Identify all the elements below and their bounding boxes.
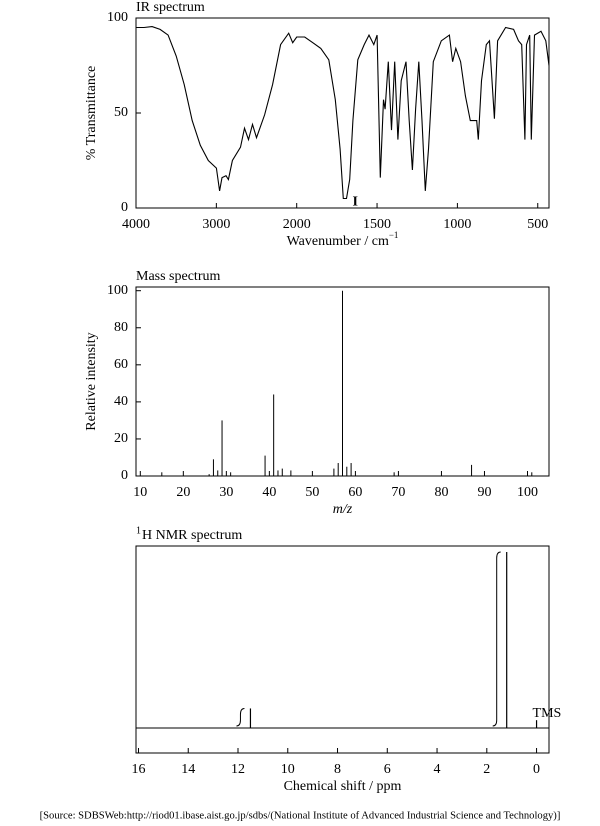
x-tick-label: 40	[262, 485, 276, 500]
x-axis-label: m/z	[333, 502, 353, 517]
y-tick-label: 60	[114, 357, 128, 372]
x-tick-label: 2000	[283, 217, 311, 232]
y-tick-label: 0	[121, 200, 128, 215]
spectrum-line	[136, 26, 550, 200]
y-tick-label: 40	[114, 394, 128, 409]
integral-curve	[236, 707, 245, 727]
x-tick-label: 90	[477, 485, 491, 500]
source-note: [Source: SDBSWeb:http://riod01.ibase.ais…	[40, 810, 561, 821]
x-tick-label: 60	[348, 485, 362, 500]
chart-title: IR spectrum	[136, 0, 205, 15]
x-tick-label: 10	[281, 762, 295, 777]
x-axis-label-superscript: −1	[389, 230, 399, 240]
x-axis-label-text: Wavenumber / cm	[287, 234, 389, 249]
annotation: TMS	[533, 706, 562, 721]
annotation: I	[353, 195, 358, 210]
chart-title-superscript: 1	[136, 525, 141, 536]
x-tick-label: 100	[517, 485, 538, 500]
x-axis-label: Wavenumber / cm−1	[287, 230, 399, 249]
x-axis-label-text: Chemical shift / ppm	[284, 779, 402, 794]
x-tick-label: 10	[133, 485, 147, 500]
y-tick-label: 0	[121, 468, 128, 483]
integral-curve	[492, 551, 501, 727]
y-axis-label: % Transmittance	[84, 66, 99, 161]
chart-title: H NMR spectrum	[142, 528, 242, 543]
y-tick-label: 20	[114, 431, 128, 446]
y-tick-label: 50	[114, 105, 128, 120]
x-tick-label: 500	[527, 217, 548, 232]
x-tick-label: 4000	[122, 217, 150, 232]
x-tick-label: 50	[305, 485, 319, 500]
x-tick-label: 1000	[443, 217, 471, 232]
x-tick-label: 4	[434, 762, 441, 777]
x-tick-label: 30	[219, 485, 233, 500]
y-axis-label: Relative intensity	[84, 332, 99, 430]
y-tick-label: 100	[107, 10, 128, 25]
x-axis-label: Chemical shift / ppm	[284, 779, 402, 794]
x-tick-label: 1500	[363, 217, 391, 232]
x-tick-label: 20	[176, 485, 190, 500]
x-tick-label: 80	[434, 485, 448, 500]
x-tick-label: 8	[334, 762, 341, 777]
x-tick-label: 12	[231, 762, 245, 777]
x-tick-label: 70	[391, 485, 405, 500]
x-axis-label-text: m/z	[333, 502, 353, 517]
x-tick-label: 14	[181, 762, 195, 777]
x-tick-label: 3000	[202, 217, 230, 232]
x-tick-label: 16	[131, 762, 145, 777]
y-tick-label: 80	[114, 320, 128, 335]
y-tick-label: 100	[107, 283, 128, 298]
x-tick-label: 2	[483, 762, 490, 777]
x-tick-label: 6	[384, 762, 391, 777]
chart-title: Mass spectrum	[136, 269, 220, 284]
x-tick-label: 0	[533, 762, 540, 777]
plot-frame	[135, 545, 550, 754]
